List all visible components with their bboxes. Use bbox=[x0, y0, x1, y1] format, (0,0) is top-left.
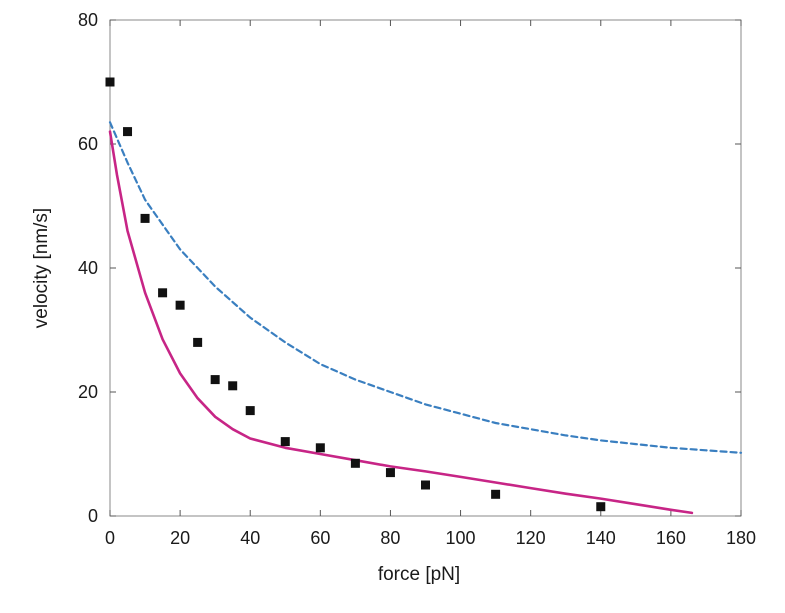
data-point-marker bbox=[280, 437, 290, 447]
solid-curve-line bbox=[108, 130, 694, 515]
data-point-marker bbox=[491, 489, 501, 499]
y-tick-label: 20 bbox=[78, 382, 98, 402]
y-tick-label: 60 bbox=[78, 134, 98, 154]
data-point-marker bbox=[315, 443, 325, 453]
plot-area bbox=[109, 19, 742, 517]
data-point-marker bbox=[596, 502, 606, 512]
data-point-marker bbox=[421, 480, 430, 490]
data-point-marker bbox=[140, 213, 150, 223]
data-point-marker bbox=[105, 77, 115, 87]
x-tick-label: 80 bbox=[380, 528, 400, 548]
x-tick-label: 120 bbox=[516, 528, 546, 548]
y-tick-label: 0 bbox=[88, 506, 98, 526]
y-axis-label: velocity [nm/s] bbox=[31, 208, 52, 328]
data-point-marker bbox=[385, 468, 395, 478]
x-axis-label: force [pN] bbox=[378, 564, 460, 585]
x-tick-label: 60 bbox=[310, 528, 330, 548]
x-tick-label: 0 bbox=[105, 528, 115, 548]
x-tick-label: 140 bbox=[586, 528, 616, 548]
data-point-marker bbox=[245, 406, 255, 416]
x-tick-label: 180 bbox=[726, 528, 756, 548]
data-point-marker bbox=[350, 458, 360, 468]
data-point-marker bbox=[123, 127, 133, 137]
data-point-marker bbox=[193, 337, 203, 347]
data-point-marker bbox=[175, 300, 185, 310]
ticks-layer: 0 20 40 60 80 100 120 140 160 180 0 20 40 60 80 bbox=[78, 10, 756, 548]
data-point-marker bbox=[158, 288, 168, 298]
y-tick-label: 80 bbox=[78, 10, 98, 30]
dashed-curve-line bbox=[108, 121, 743, 454]
series-layer bbox=[105, 77, 743, 515]
data-point-marker bbox=[210, 375, 220, 385]
data-point-marker bbox=[228, 381, 238, 391]
x-tick-label: 20 bbox=[170, 528, 190, 548]
x-tick-label: 160 bbox=[656, 528, 686, 548]
y-tick-label: 40 bbox=[78, 258, 98, 278]
x-tick-label: 40 bbox=[240, 528, 260, 548]
x-tick-label: 100 bbox=[446, 528, 476, 548]
